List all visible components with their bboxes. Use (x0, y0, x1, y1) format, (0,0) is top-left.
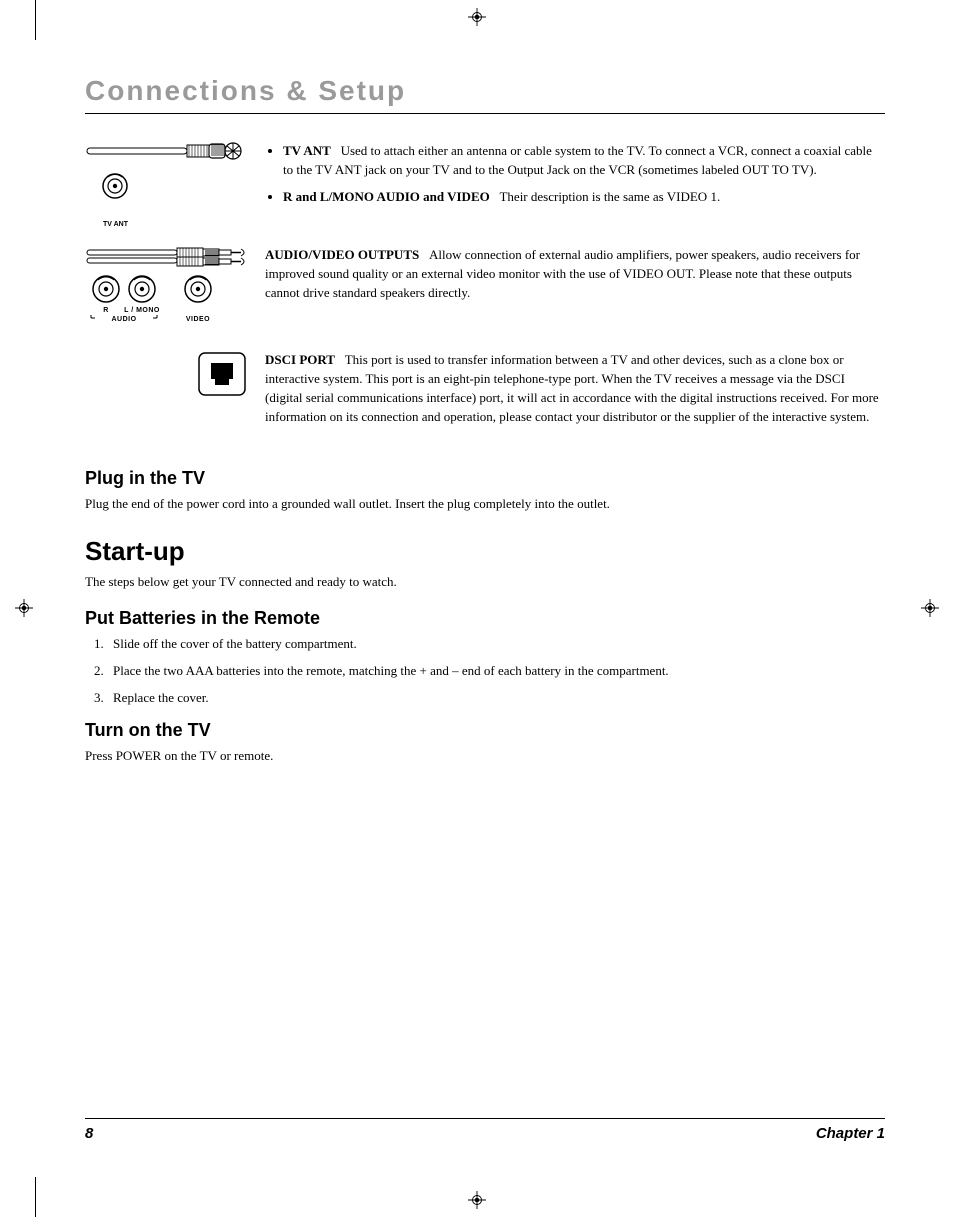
plug-text: Plug the end of the power cord into a gr… (85, 495, 885, 514)
dsci-body: This port is used to transfer informatio… (265, 352, 879, 424)
plug-heading: Plug in the TV (85, 468, 885, 489)
av-out-section: R L / MONO VIDEO AUDIO AUDIO/VIDEO OUTPU… (85, 246, 885, 341)
dsci-label: DSCI PORT (265, 352, 335, 367)
jack-video-label: VIDEO (186, 316, 210, 323)
crop-mark (35, 1177, 36, 1217)
page-footer: 8 Chapter 1 (85, 1118, 885, 1142)
list-item: Replace the cover. (107, 689, 885, 708)
tv-ant-bullet1-text: Used to attach either an antenna or cabl… (283, 143, 872, 177)
dsci-section: DSCI PORT This port is used to transfer … (85, 351, 885, 430)
registration-mark-icon (921, 599, 939, 617)
rca-cable-icon: R L / MONO VIDEO AUDIO (85, 246, 255, 336)
title-rule (85, 113, 885, 114)
tv-ant-bullet2-text: Their description is the same as VIDEO 1… (499, 189, 720, 204)
tv-ant-label: TV ANT (103, 221, 255, 228)
av-out-text: AUDIO/VIDEO OUTPUTS Allow connection of … (265, 246, 885, 341)
coax-cable-icon (85, 142, 245, 212)
list-item: R and L/MONO AUDIO and VIDEO Their descr… (283, 188, 885, 207)
tv-ant-section: TV ANT TV ANT Used to attach either an a… (85, 142, 885, 228)
tv-ant-figure: TV ANT (85, 142, 265, 228)
dsci-port-icon (197, 351, 247, 401)
dsci-text: DSCI PORT This port is used to transfer … (265, 351, 885, 430)
list-item: Slide off the cover of the battery compa… (107, 635, 885, 654)
list-item: Place the two AAA batteries into the rem… (107, 662, 885, 681)
list-item: TV ANT Used to attach either an antenna … (283, 142, 885, 180)
jack-lmono-label: L / MONO (124, 307, 160, 314)
av-out-label: AUDIO/VIDEO OUTPUTS (265, 247, 419, 262)
tv-ant-bullet1-label: TV ANT (283, 143, 331, 158)
footer-rule (85, 1118, 885, 1119)
jack-audio-label: AUDIO (111, 316, 136, 323)
chapter-label: Chapter 1 (816, 1125, 885, 1142)
registration-mark-icon (468, 1191, 486, 1209)
startup-text: The steps below get your TV connected an… (85, 573, 885, 592)
av-out-figure: R L / MONO VIDEO AUDIO (85, 246, 265, 341)
batteries-steps: Slide off the cover of the battery compa… (85, 635, 885, 708)
page-number: 8 (85, 1125, 93, 1142)
jack-r-label: R (103, 307, 109, 314)
chapter-title: Connections & Setup (85, 75, 885, 107)
dsci-figure (85, 351, 265, 430)
crop-mark (35, 0, 36, 40)
turnon-heading: Turn on the TV (85, 720, 885, 741)
startup-heading: Start-up (85, 536, 885, 567)
page-content: Connections & Setup (85, 75, 885, 769)
tv-ant-bullet2-label: R and L/MONO AUDIO and VIDEO (283, 189, 490, 204)
turnon-text: Press POWER on the TV or remote. (85, 747, 885, 766)
tv-ant-text: TV ANT Used to attach either an antenna … (265, 142, 885, 228)
registration-mark-icon (15, 599, 33, 617)
registration-mark-icon (468, 8, 486, 26)
batteries-heading: Put Batteries in the Remote (85, 608, 885, 629)
